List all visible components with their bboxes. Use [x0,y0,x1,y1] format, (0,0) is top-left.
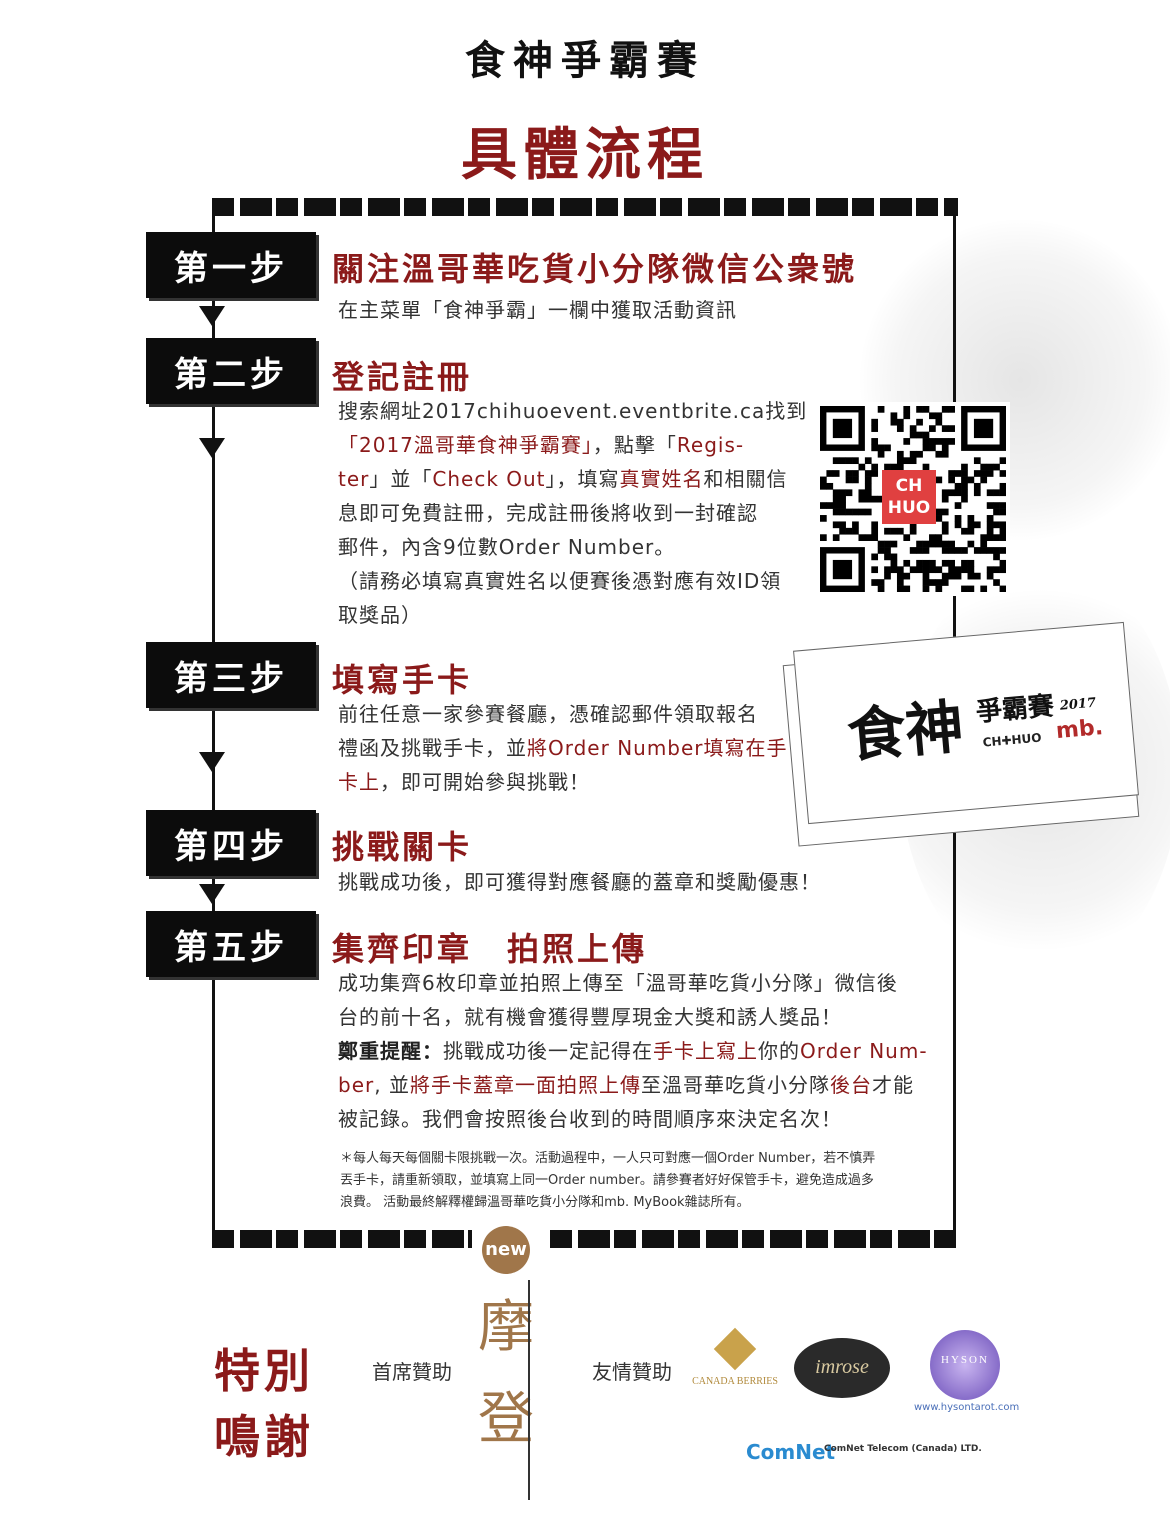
challenge-card: 食神 爭霸賽 2017 CH✚HUO mb. [793,621,1139,825]
maple-leaf-icon [713,1327,757,1371]
brush-stroke-bottom [212,1230,472,1248]
qr-code[interactable] [816,402,1010,596]
step-2-line: 「2017溫哥華食神爭霸賽」，點擊「Regis- [338,433,745,457]
comnet-full-name: ComNet Telecom (Canada) LTD. [824,1444,982,1454]
page-title: 具體流程 [461,122,709,188]
step-tab-4: 第四步 [146,810,316,876]
qr-code-image [820,406,1007,593]
mobook-rule [528,1280,530,1500]
step-1-title-part1: 關注溫哥華吃貨小分隊 [332,250,683,288]
step-2-line: ter」並「Check Out」，填寫真實姓名和相關信 [338,467,788,491]
imrose-logo: imrose [794,1338,890,1398]
mobook-new-badge: new [482,1226,530,1274]
footnote: ＊每人每天每個關卡限挑戰一次。活動過程中，一人只可對應一個Order Numbe… [340,1151,876,1210]
step-1-title-part2: 微信公衆號 [682,250,858,288]
card-brand-mb: mb. [1055,715,1105,745]
brush-stroke-bottom-right [550,1230,958,1248]
chihuo-logo: CH HUO [882,470,936,524]
step-4-title: 挑戰關卡 [332,828,473,866]
card-year: 2017 [1059,695,1097,714]
friend-sponsor-label: 友情贊助 [592,1360,672,1384]
step-2-line: 郵件，內含9位數Order Number。 [338,535,676,559]
step-tab-2: 第二步 [146,338,316,404]
step-2-line: （請務必填寫真實姓名以便賽後憑對應有效ID領 [338,569,782,593]
step-5-title: 集齊印章 拍照上傳 [332,930,648,968]
event-title: 食神爭霸賽 [465,37,705,84]
special-thanks-title: 特別 鳴謝 [214,1344,314,1464]
step-1-title: 關注溫哥華吃貨小分隊微信公衆號 [332,244,857,290]
step-3-text: 前往任意一家參賽餐廳，憑確認郵件領取報名 禮函及挑戰手卡，並將Order Num… [338,702,788,794]
comnet-logo: ComNet [746,1440,836,1464]
brush-stroke-top [212,198,958,216]
hyson-logo: HYSON [930,1330,1000,1400]
step-tab-1: 第一步 [146,232,316,298]
card-brand-chihuo: CH✚HUO [982,730,1043,750]
step-3-title: 填寫手卡 [332,661,473,699]
down-arrow-icon [199,884,225,904]
down-arrow-icon [199,752,225,772]
step-2-line: 息即可免費註冊，完成註冊後將收到一封確認 [338,501,758,525]
canada-berries-logo: CANADA BERRIES [690,1327,780,1406]
step-2-text: 搜索網址2017chihuoevent.eventbrite.ca找到 「201… [338,394,807,632]
step-1-text: 在主菜單「食神爭霸」一欄中獲取活動資訊 [338,298,737,322]
step-2-title: 登記註冊 [332,358,473,396]
primary-sponsor-label: 首席贊助 [372,1360,452,1384]
mobook-name: 摩登 [478,1295,534,1452]
down-arrow-icon [199,438,225,458]
down-arrow-icon [199,306,225,326]
step-2-line: 取獎品） [338,603,422,627]
event-name-link: 「2017溫哥華食神爭霸賽」 [338,433,593,457]
step-4-text: 挑戰成功後，即可獲得對應餐廳的蓋章和獎勵優惠！ [338,870,821,894]
step-5-text: 成功集齊6枚印章並拍照上傳至「溫哥華吃貨小分隊」微信後 台的前十名，就有機會獲得… [338,971,928,1131]
hyson-url[interactable]: www.hysontarot.com [914,1402,1020,1413]
step-2-line: 搜索網址2017chihuoevent.eventbrite.ca找到 [338,399,808,423]
mobook-logo: new 摩登 [474,1226,538,1502]
important-reminder-label: 鄭重提醒： [338,1039,443,1063]
card-title: 食神 [844,692,967,771]
step-tab-3: 第三步 [146,642,316,708]
card-subtitle: 爭霸賽 [974,691,1056,729]
step-tab-5: 第五步 [146,911,316,977]
